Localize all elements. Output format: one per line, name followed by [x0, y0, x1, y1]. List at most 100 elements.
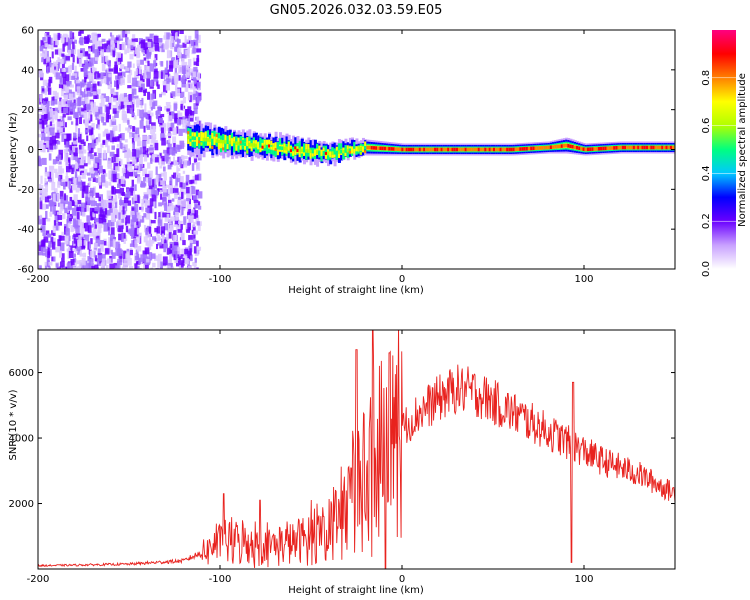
- noise-blob: [97, 227, 102, 233]
- noise-blob: [79, 107, 83, 116]
- noise-blob: [147, 205, 153, 214]
- noise-blob: [185, 111, 189, 119]
- noise-blob: [151, 194, 157, 202]
- noise-blob: [173, 72, 179, 82]
- noise-blob: [187, 46, 190, 54]
- ridge-dot: [272, 146, 276, 150]
- noise-blob: [117, 183, 121, 188]
- noise-blob: [168, 218, 172, 224]
- noise-blob: [115, 101, 119, 109]
- noise-blob: [195, 267, 199, 269]
- noise-blob: [41, 120, 45, 129]
- ridge-core: [348, 148, 352, 153]
- noise-blob: [192, 94, 197, 100]
- noise-blob: [88, 129, 93, 136]
- noise-blob: [100, 49, 105, 57]
- ridge-band: [322, 147, 326, 154]
- noise-blob: [42, 100, 46, 106]
- ridge-core: [562, 144, 566, 148]
- colorbar-tick-label: 0.2: [701, 213, 712, 229]
- noise-blob: [124, 95, 129, 101]
- noise-blob: [138, 80, 143, 86]
- noise-blob: [101, 38, 106, 43]
- ridge-core: [388, 146, 392, 151]
- noise-blob: [149, 150, 154, 156]
- noise-blob: [169, 249, 173, 254]
- noise-blob: [94, 167, 98, 176]
- noise-blob: [191, 68, 195, 73]
- noise-blob: [195, 215, 200, 225]
- spectrogram-xlabel: Height of straight line (km): [288, 285, 424, 296]
- ridge-core: [477, 147, 481, 152]
- noise-blob: [160, 172, 165, 177]
- ridge-core: [322, 150, 326, 155]
- noise-blob: [97, 106, 103, 115]
- ridge-dot: [187, 131, 191, 135]
- noise-blob: [152, 41, 156, 47]
- noise-blob: [41, 88, 45, 92]
- noise-blob: [165, 83, 171, 91]
- ridge-band: [278, 138, 282, 151]
- noise-blob: [88, 180, 91, 187]
- noise-blob: [72, 103, 77, 109]
- noise-blob: [192, 77, 197, 82]
- noise-blob: [181, 58, 185, 66]
- ridge-band: [224, 134, 228, 143]
- noise-blob: [108, 170, 112, 180]
- noise-blob: [168, 232, 172, 239]
- noise-blob: [68, 72, 72, 81]
- ridge-band: [274, 145, 278, 158]
- ridge-core: [416, 147, 420, 152]
- noise-blob: [73, 233, 79, 238]
- ridge-band: [265, 139, 269, 147]
- ridge-core: [407, 147, 411, 152]
- noise-blob: [51, 96, 55, 102]
- noise-blob: [85, 51, 89, 55]
- noise-blob: [44, 32, 47, 41]
- noise-blob: [148, 115, 152, 125]
- noise-blob: [94, 217, 99, 223]
- noise-blob: [137, 109, 141, 117]
- noise-blob: [88, 88, 92, 94]
- ridge-core: [368, 145, 372, 150]
- noise-blob: [119, 220, 124, 228]
- noise-blob: [187, 67, 191, 76]
- noise-blob: [116, 173, 120, 179]
- noise-blob: [42, 36, 46, 41]
- noise-blob: [150, 186, 155, 196]
- noise-blob: [77, 249, 81, 255]
- ridge-core: [473, 147, 477, 152]
- noise-blob: [86, 83, 90, 91]
- noise-blob: [55, 247, 60, 253]
- noise-blob: [47, 247, 50, 256]
- noise-blob: [129, 152, 133, 158]
- noise-blob: [164, 67, 168, 73]
- noise-blob: [135, 216, 139, 226]
- ridge-dot: [359, 151, 363, 155]
- noise-blob: [126, 47, 130, 54]
- noise-blob: [105, 69, 108, 79]
- noise-blob: [65, 157, 71, 166]
- noise-blob: [102, 170, 106, 175]
- ridge-dot: [239, 140, 243, 144]
- noise-blob: [77, 239, 83, 246]
- noise-blob: [45, 48, 48, 57]
- noise-blob: [127, 119, 130, 125]
- noise-blob: [187, 115, 190, 125]
- noise-blob: [112, 97, 117, 102]
- noise-blob: [120, 233, 124, 242]
- noise-blob: [131, 137, 135, 144]
- noise-blob: [161, 155, 165, 165]
- noise-blob: [91, 197, 96, 202]
- noise-blob: [196, 116, 200, 126]
- noise-blob: [91, 166, 96, 173]
- noise-blob: [78, 175, 81, 182]
- ridge-core: [488, 147, 492, 152]
- noise-blob: [146, 207, 150, 214]
- noise-blob: [155, 110, 159, 119]
- ridge-core: [541, 146, 545, 150]
- noise-blob: [92, 83, 97, 92]
- noise-blob: [81, 108, 85, 112]
- noise-blob: [67, 65, 73, 73]
